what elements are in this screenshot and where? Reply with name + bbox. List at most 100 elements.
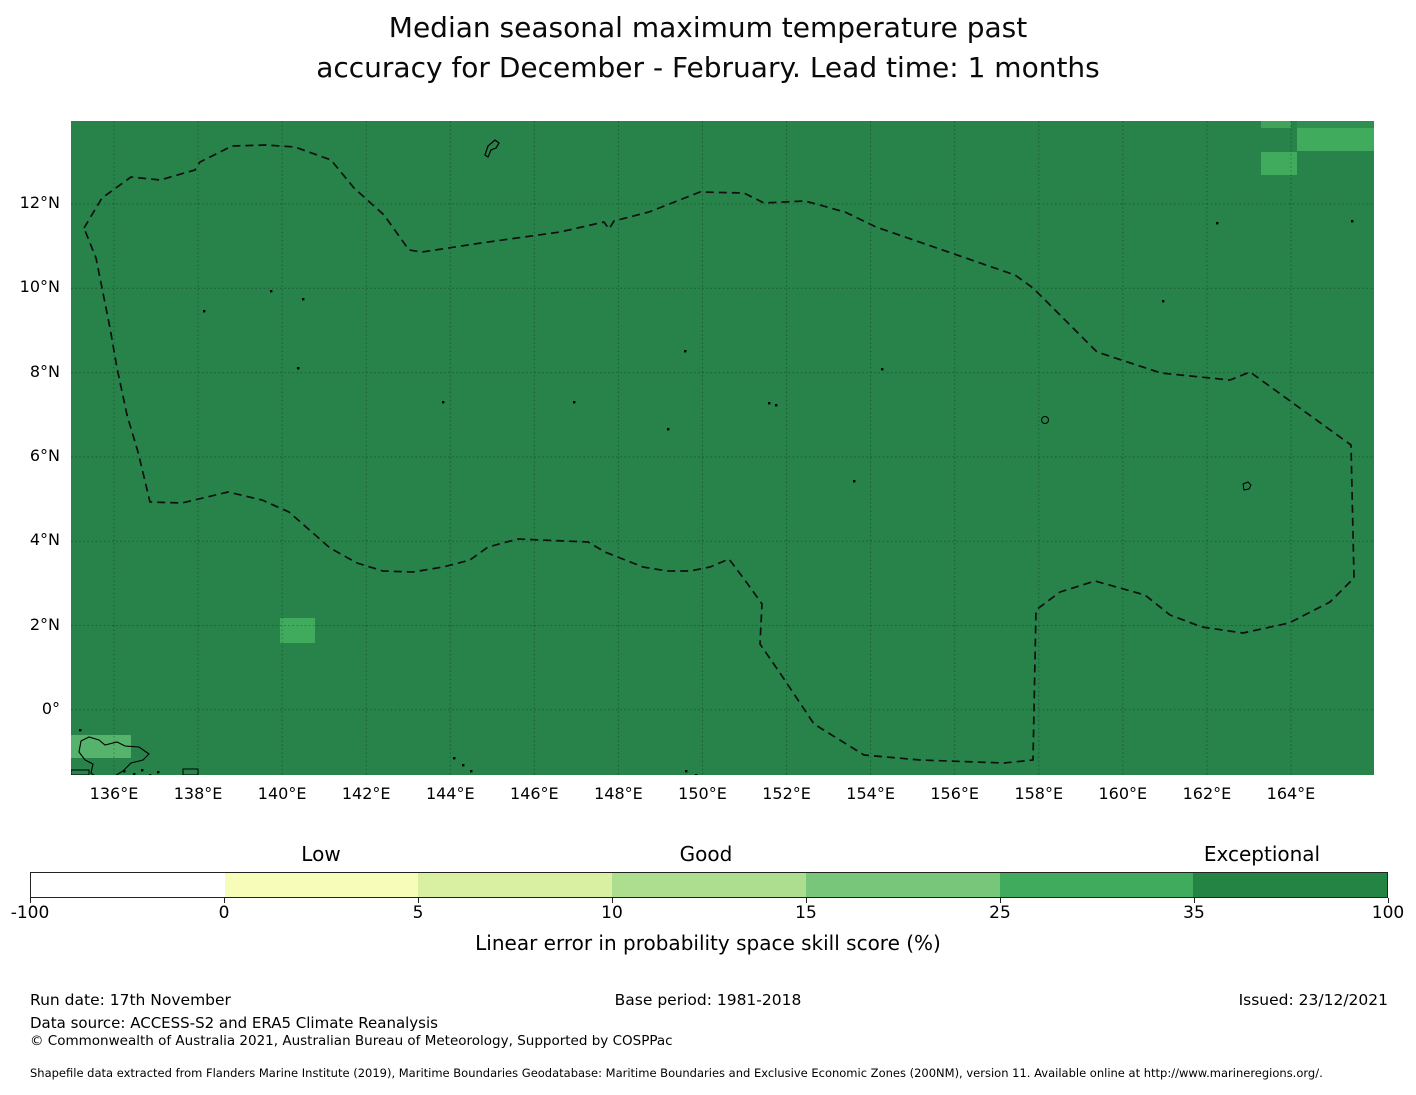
colorbar-tick-mark: [224, 898, 225, 903]
run-date-text: Run date: 17th November: [30, 991, 231, 1009]
y-tick-label: 10°N: [19, 277, 60, 297]
colorbar-segment: [805, 873, 1000, 897]
colorbar-segment: [418, 873, 613, 897]
small-island-speck: [141, 769, 144, 772]
colorbar-category-low: Low: [301, 842, 341, 866]
x-tick-label: 152°E: [762, 784, 811, 803]
small-island-speck: [453, 757, 456, 760]
small-island-speck: [684, 350, 687, 353]
small-island-speck: [881, 368, 884, 371]
small-island-speck: [573, 401, 576, 404]
y-tick-label: 4°N: [29, 530, 60, 550]
chart-title: Median seasonal maximum temperature past…: [0, 8, 1416, 88]
x-tick-label: 154°E: [846, 784, 895, 803]
small-island-speck: [123, 770, 126, 773]
small-island-speck: [297, 367, 300, 370]
small-island-speck: [695, 774, 698, 775]
small-island-speck: [775, 404, 778, 407]
small-island-speck: [1351, 220, 1354, 223]
x-tick-label: 160°E: [1098, 784, 1148, 803]
x-tick-label: 162°E: [1182, 784, 1232, 803]
y-tick-label: 6°N: [29, 445, 60, 465]
small-island-speck: [302, 298, 305, 301]
colorbar-tick-label: 10: [601, 903, 623, 923]
colorbar-tick-mark: [612, 898, 613, 903]
skill-anomaly-cell: [1297, 121, 1374, 128]
small-island-speck: [203, 310, 206, 313]
skill-anomaly-cell: [1261, 152, 1297, 175]
x-tick-label: 144°E: [425, 784, 475, 803]
colorbar-segment: [612, 873, 806, 897]
new-guinea-coastline: [78, 736, 150, 775]
y-tick-label: 12°N: [19, 193, 60, 212]
colorbar-segment: [224, 873, 419, 897]
skill-anomaly-cell: [1261, 121, 1291, 128]
colorbar-segment: [31, 873, 225, 897]
x-tick-label: 138°E: [173, 784, 223, 803]
colorbar-tick-mark: [418, 898, 419, 903]
pohnpei-atoll-outline: [1041, 416, 1049, 424]
x-tick-label: 142°E: [341, 784, 391, 803]
colorbar-segment: [999, 873, 1194, 897]
colorbar-tick-label: 100: [1371, 903, 1405, 923]
colorbar-axis-label: Linear error in probability space skill …: [475, 931, 941, 955]
colorbar-tick-mark: [1388, 898, 1389, 903]
coastline-fragment: [182, 768, 199, 775]
colorbar-category-exceptional: Exceptional: [1203, 842, 1321, 866]
y-tick-label: 2°N: [29, 614, 60, 634]
y-tick-label: 0°: [41, 698, 60, 718]
x-tick-label: 146°E: [510, 784, 559, 803]
small-island-speck: [1162, 300, 1165, 303]
small-island-speck: [79, 729, 82, 732]
skill-anomaly-cell: [280, 618, 315, 643]
shapefile-note-text: Shapefile data extracted from Flanders M…: [30, 1066, 1323, 1080]
copyright-text: © Commonwealth of Australia 2021, Austra…: [30, 1033, 673, 1049]
coastline-fragment: [71, 769, 90, 775]
chart-title-line1: Median seasonal maximum temperature past: [388, 11, 1028, 44]
x-tick-label: 158°E: [1014, 784, 1064, 803]
small-island-speck: [149, 774, 152, 775]
colorbar-segment: [1193, 873, 1388, 897]
colorbar-tick-label: 0: [218, 903, 230, 923]
map-background: [71, 121, 1374, 775]
small-island-speck: [157, 771, 160, 774]
small-island-speck: [442, 401, 445, 404]
small-island-speck: [1216, 222, 1219, 225]
colorbar-tick-label: 35: [1183, 903, 1205, 923]
x-tick-label: 148°E: [594, 784, 643, 803]
colorbar-tick-label: -100: [10, 903, 50, 923]
small-island-speck: [685, 770, 688, 773]
skill-anomaly-cell: [71, 735, 131, 758]
x-tick-label: 164°E: [1266, 784, 1316, 803]
y-tick-label: 8°N: [29, 361, 60, 381]
guam-island-outline: [484, 139, 500, 158]
skill-anomaly-cell: [1297, 128, 1374, 151]
colorbar-category-good: Good: [679, 842, 733, 866]
small-island-speck: [133, 773, 136, 775]
colorbar: [30, 872, 1388, 898]
map-plot-area: [71, 121, 1374, 775]
colorbar-tick-mark: [1000, 898, 1001, 903]
colorbar-tick-mark: [30, 898, 31, 903]
small-island-speck: [768, 402, 771, 405]
small-island-speck: [462, 764, 465, 767]
x-tick-label: 136°E: [89, 784, 139, 803]
chart-title-line2: accuracy for December - February. Lead t…: [316, 51, 1100, 84]
colorbar-tick-label: 25: [989, 903, 1011, 923]
map-canvas: [71, 121, 1374, 775]
x-tick-label: 140°E: [257, 784, 307, 803]
small-island-speck: [470, 770, 473, 773]
small-island-speck: [853, 480, 856, 483]
issued-date-text: Issued: 23/12/2021: [1238, 991, 1388, 1009]
eez-dashed-boundary: [83, 144, 1355, 764]
x-tick-label: 156°E: [930, 784, 980, 803]
x-tick-label: 150°E: [678, 784, 727, 803]
data-source-text: Data source: ACCESS-S2 and ERA5 Climate …: [30, 1014, 438, 1032]
small-island-speck: [270, 290, 273, 293]
base-period-text: Base period: 1981-2018: [614, 991, 802, 1009]
kosrae-island-outline: [1242, 481, 1252, 491]
colorbar-tick-mark: [1194, 898, 1195, 903]
colorbar-tick-label: 15: [795, 903, 817, 923]
small-island-speck: [667, 428, 670, 431]
colorbar-tick-mark: [806, 898, 807, 903]
